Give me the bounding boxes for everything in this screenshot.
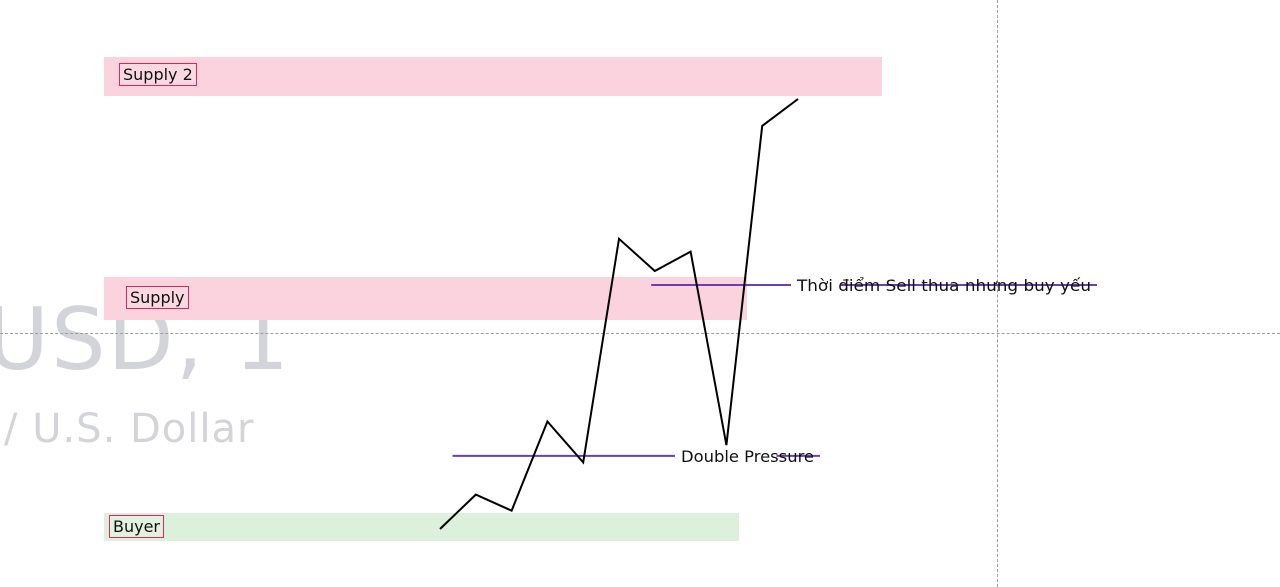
- crosshair-vertical-line: [997, 0, 998, 587]
- price-point-9[interactable]: [759, 123, 765, 129]
- crosshair-horizontal-line: [0, 333, 1280, 334]
- watermark-instrument-name: / U.S. Dollar: [4, 406, 255, 452]
- price-point-3[interactable]: [544, 419, 550, 425]
- price-point-4[interactable]: [580, 459, 586, 465]
- price-point-5[interactable]: [616, 236, 622, 242]
- zone-supply[interactable]: Supply: [104, 277, 747, 320]
- price-point-10[interactable]: [795, 96, 801, 102]
- annotation-text-0: Thời điểm Sell thua nhưng buy yếu: [796, 276, 1091, 295]
- annotation-layer: Thời điểm Sell thua nhưng buy yếu Double …: [452, 276, 1097, 466]
- price-point-8[interactable]: [723, 442, 729, 448]
- zone-supply-2[interactable]: Supply 2: [104, 57, 882, 96]
- price-point-6[interactable]: [652, 268, 658, 274]
- zone-label-supply-2: Supply 2: [119, 63, 197, 86]
- zone-label-buyer: Buyer: [109, 515, 165, 538]
- annotation-text-1: Double Pressure: [681, 447, 814, 466]
- price-path-line[interactable]: [439, 98, 799, 530]
- price-point-1[interactable]: [473, 492, 479, 498]
- zone-label-supply: Supply: [126, 286, 189, 309]
- price-point-0[interactable]: [437, 526, 443, 532]
- zone-buyer[interactable]: Buyer: [104, 513, 739, 541]
- price-points-layer: [437, 96, 801, 532]
- price-point-7[interactable]: [688, 249, 694, 255]
- price-point-2[interactable]: [509, 508, 515, 514]
